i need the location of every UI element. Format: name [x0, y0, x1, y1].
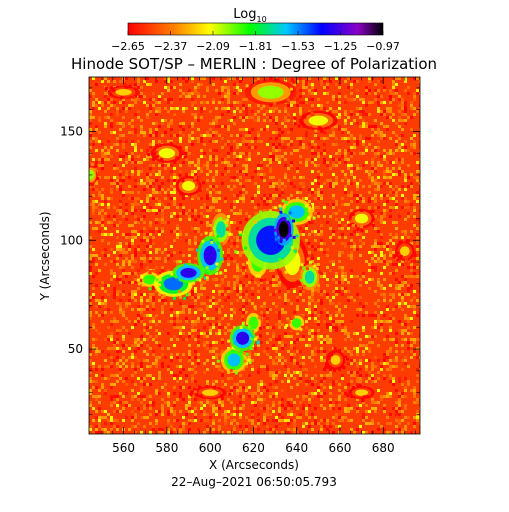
- x-tick-label: 680: [372, 441, 395, 455]
- heatmap: [89, 77, 420, 434]
- colorbar-tick-label: −2.37: [154, 40, 188, 53]
- polarization-feature: [392, 239, 417, 264]
- polarization-feature: [346, 384, 375, 403]
- y-axis-label: Y (Arcseconds): [38, 211, 52, 301]
- polarization-feature: [175, 173, 206, 199]
- polarization-feature: [278, 198, 316, 228]
- colorbar-title: Log10: [233, 7, 266, 24]
- polarization-feature: [216, 346, 252, 375]
- colorbar-tick-label: −1.53: [281, 40, 315, 53]
- polarization-feature: [298, 260, 322, 293]
- plot-frame: [88, 76, 421, 435]
- polarization-feature: [293, 110, 338, 133]
- colorbar-tick-label: −2.65: [111, 40, 145, 53]
- x-tick-label: 640: [285, 441, 308, 455]
- y-axis: 50 100 150: [60, 87, 420, 415]
- polarization-feature: [170, 260, 211, 285]
- x-tick-label: 580: [155, 441, 178, 455]
- polarization-feature: [273, 210, 296, 249]
- colorbar-tick-label: −1.25: [324, 40, 358, 53]
- y-tick-label: 150: [60, 124, 83, 138]
- polarization-feature: [324, 346, 350, 372]
- colorbar-tick-label: −1.81: [239, 40, 273, 53]
- chart-title: Hinode SOT/SP – MERLIN : Degree of Polar…: [71, 55, 437, 73]
- colorbar-ticks: −2.65 −2.37 −2.09 −1.81 −1.53 −1.25 −0.97: [111, 31, 400, 53]
- polarization-feature: [189, 385, 232, 401]
- x-tick-label: 620: [242, 441, 265, 455]
- polarization-feature: [237, 77, 297, 108]
- x-tick-label: 560: [112, 441, 135, 455]
- x-tick-label: 660: [329, 441, 352, 455]
- x-axis-label: X (Arcseconds): [209, 458, 299, 472]
- polarization-feature: [195, 231, 224, 276]
- polarization-feature: [104, 82, 142, 100]
- timestamp: 22–Aug–2021 06:50:05.793: [171, 475, 337, 489]
- colorbar-tick-label: −0.97: [366, 40, 400, 53]
- x-axis: 560 580 600 620 640 660 680: [101, 77, 416, 455]
- y-tick-label: 100: [60, 233, 83, 247]
- polarization-feature: [285, 310, 308, 333]
- y-tick-label: 50: [68, 342, 83, 356]
- polarization-feature: [227, 321, 260, 354]
- heatmap-features: [89, 77, 417, 403]
- polarization-feature: [147, 141, 188, 165]
- polarization-feature: [345, 208, 375, 233]
- colorbar-tick-label: −2.09: [196, 40, 230, 53]
- x-tick-label: 600: [199, 441, 222, 455]
